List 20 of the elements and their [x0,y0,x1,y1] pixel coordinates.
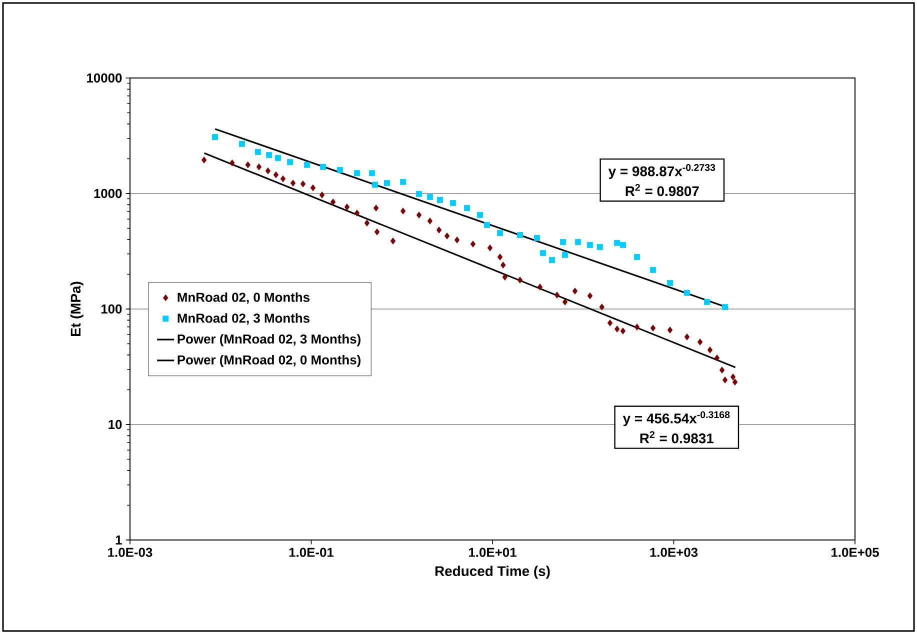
x-tick-label: 1.0E+03 [650,548,698,557]
legend-label: Power (MnRoad 02, 3 Months) [178,334,360,346]
y-tick-label: 10000 [87,73,122,83]
x-tick-label: 1.0E+05 [832,548,879,557]
legend-label: MnRoad 02, 3 Months [178,313,310,325]
y-tick-label: 1000 [94,188,122,198]
x-tick-label: 1.0E-03 [108,548,152,557]
annotation: R$^{2}$ = 0.9831 [640,431,714,444]
y-tick-label: 1 [116,536,122,544]
x-tick-label: 1.0E-01 [289,548,334,557]
x-tick-label: 1.0E+01 [469,548,516,557]
y-tick-label: 10 [108,420,122,430]
legend-label: MnRoad 02, 0 Months [178,292,310,304]
y-axis-title: Et (MPa) [70,282,84,336]
y-tick-label: 100 [101,304,122,314]
legend-label: Power (MnRoad 02, 0 Months) [178,354,360,368]
x-axis-title: Reduced Time (s) [435,566,550,579]
annotation: y = 456.54x$^{-0.3168}$ [622,411,730,426]
annotation: y = 988.87x$^{-0.2733}$ [608,164,716,179]
annotation: R$^{2}$ = 0.9807 [626,184,699,196]
